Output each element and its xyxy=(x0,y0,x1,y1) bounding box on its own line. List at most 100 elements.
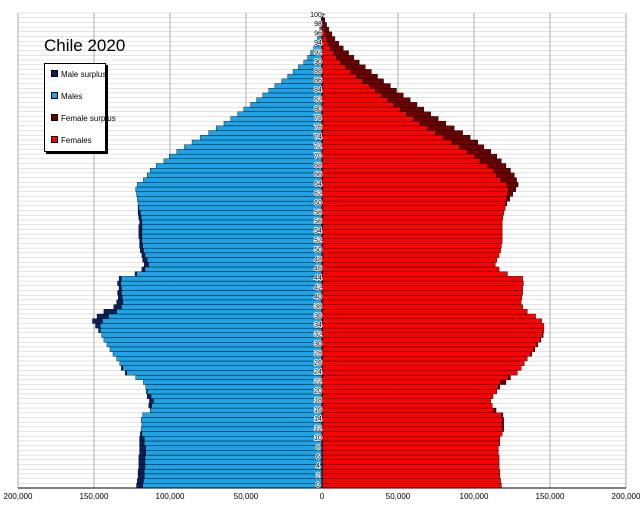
male-surplus-bar xyxy=(124,370,127,376)
male-bar xyxy=(144,464,323,470)
male-bar xyxy=(141,238,323,244)
female-surplus-bar xyxy=(406,111,431,117)
male-bar xyxy=(143,440,323,446)
male-bar xyxy=(143,436,323,442)
age-tick-label: 38 xyxy=(314,303,322,310)
male-bar xyxy=(136,191,323,197)
female-surplus-bar xyxy=(493,167,511,174)
male-bar xyxy=(103,337,323,343)
x-tick-label: 200,000 xyxy=(612,492,640,501)
female-surplus-bar xyxy=(400,106,425,112)
male-bar xyxy=(230,116,323,122)
axes xyxy=(18,13,626,489)
female-surplus-bar xyxy=(326,36,336,42)
male-bar xyxy=(135,186,323,192)
male-bar xyxy=(99,323,323,329)
female-bar xyxy=(321,139,453,145)
age-tick-label: 20 xyxy=(314,388,322,395)
male-bar xyxy=(144,459,323,465)
male-bar xyxy=(200,135,323,141)
female-bar xyxy=(321,426,504,432)
male-surplus-bar xyxy=(139,243,143,249)
age-tick-label: 44 xyxy=(314,275,322,282)
female-surplus-bar xyxy=(362,78,384,84)
female-bar xyxy=(321,247,501,254)
male-surplus-bar xyxy=(139,450,146,456)
female-bar xyxy=(321,163,488,169)
male-bar xyxy=(108,313,323,319)
age-tick-label: 14 xyxy=(314,416,322,423)
male-bar xyxy=(146,389,323,395)
male-bar xyxy=(156,163,323,169)
male-surplus-bar xyxy=(134,271,137,277)
female-surplus-bar xyxy=(479,158,502,164)
male-bar xyxy=(122,365,323,371)
female-surplus-bar xyxy=(536,342,539,348)
legend-item-females: Females xyxy=(51,136,92,145)
age-tick-label: 0 xyxy=(316,482,320,489)
male-surplus-bar xyxy=(138,454,146,460)
age-tick-label: 86 xyxy=(314,78,322,85)
male-bar xyxy=(140,426,323,432)
male-bar xyxy=(169,153,323,159)
female-bar xyxy=(321,407,494,413)
female-bar xyxy=(321,464,500,470)
male-bar xyxy=(140,215,323,221)
age-tick-label: 96 xyxy=(314,31,322,38)
male-surplus-bar xyxy=(136,483,143,489)
male-surplus-bar xyxy=(140,431,143,437)
female-surplus-bar xyxy=(502,417,504,423)
female-bar xyxy=(321,97,388,103)
female-bar xyxy=(321,276,523,282)
female-surplus-bar xyxy=(500,379,507,385)
male-bar xyxy=(256,97,323,103)
age-tick-label: 2 xyxy=(316,473,320,480)
female-surplus-bar xyxy=(323,22,327,28)
age-tick-label: 64 xyxy=(314,181,322,188)
female-bar xyxy=(321,224,503,230)
age-tick-label: 92 xyxy=(314,49,322,56)
x-tick-label: 100,000 xyxy=(156,492,185,501)
age-tick-label: 12 xyxy=(314,426,322,433)
male-bar xyxy=(153,398,323,404)
male-surplus-bar xyxy=(148,403,152,409)
female-bar xyxy=(321,219,503,225)
female-surplus-bar xyxy=(356,73,378,80)
female-bar xyxy=(321,379,501,385)
female-surplus-bar xyxy=(368,83,391,89)
x-tick-label: 100,000 xyxy=(460,492,489,501)
age-tick-labels: 0246810121416182022242628303234363840424… xyxy=(309,11,326,490)
age-tick-label: 58 xyxy=(314,209,322,216)
male-bar xyxy=(121,304,323,310)
age-tick-label: 32 xyxy=(314,332,322,339)
age-tick-label: 52 xyxy=(314,238,322,245)
female-surplus-bar xyxy=(330,45,344,51)
female-bar xyxy=(321,233,503,239)
female-surplus-bar xyxy=(381,92,404,98)
female-bar xyxy=(321,421,503,428)
age-tick-label: 42 xyxy=(314,285,322,292)
female-bar xyxy=(321,309,528,315)
female-bar xyxy=(321,243,502,249)
female-bar xyxy=(321,351,532,357)
male-surplus-bar xyxy=(138,215,142,221)
female-bar xyxy=(321,125,428,131)
age-tick-label: 46 xyxy=(314,266,322,273)
male-bar xyxy=(143,468,323,475)
female-surplus-bar xyxy=(324,26,330,33)
age-tick-label: 84 xyxy=(314,87,322,94)
age-tick-label: 18 xyxy=(314,397,322,404)
male-surplus-bar xyxy=(141,266,146,272)
age-tick-label: 56 xyxy=(314,219,322,226)
legend-label: Male surplus xyxy=(61,70,107,79)
male-bar xyxy=(250,102,323,108)
female-bar xyxy=(321,135,444,141)
female-bar xyxy=(321,356,528,362)
female-bar xyxy=(321,45,331,51)
female-bar xyxy=(321,191,508,197)
male-bar xyxy=(208,130,323,136)
female-bar xyxy=(321,454,500,460)
female-bar xyxy=(321,318,542,324)
female-bar xyxy=(321,102,394,108)
male-bar xyxy=(141,229,323,235)
